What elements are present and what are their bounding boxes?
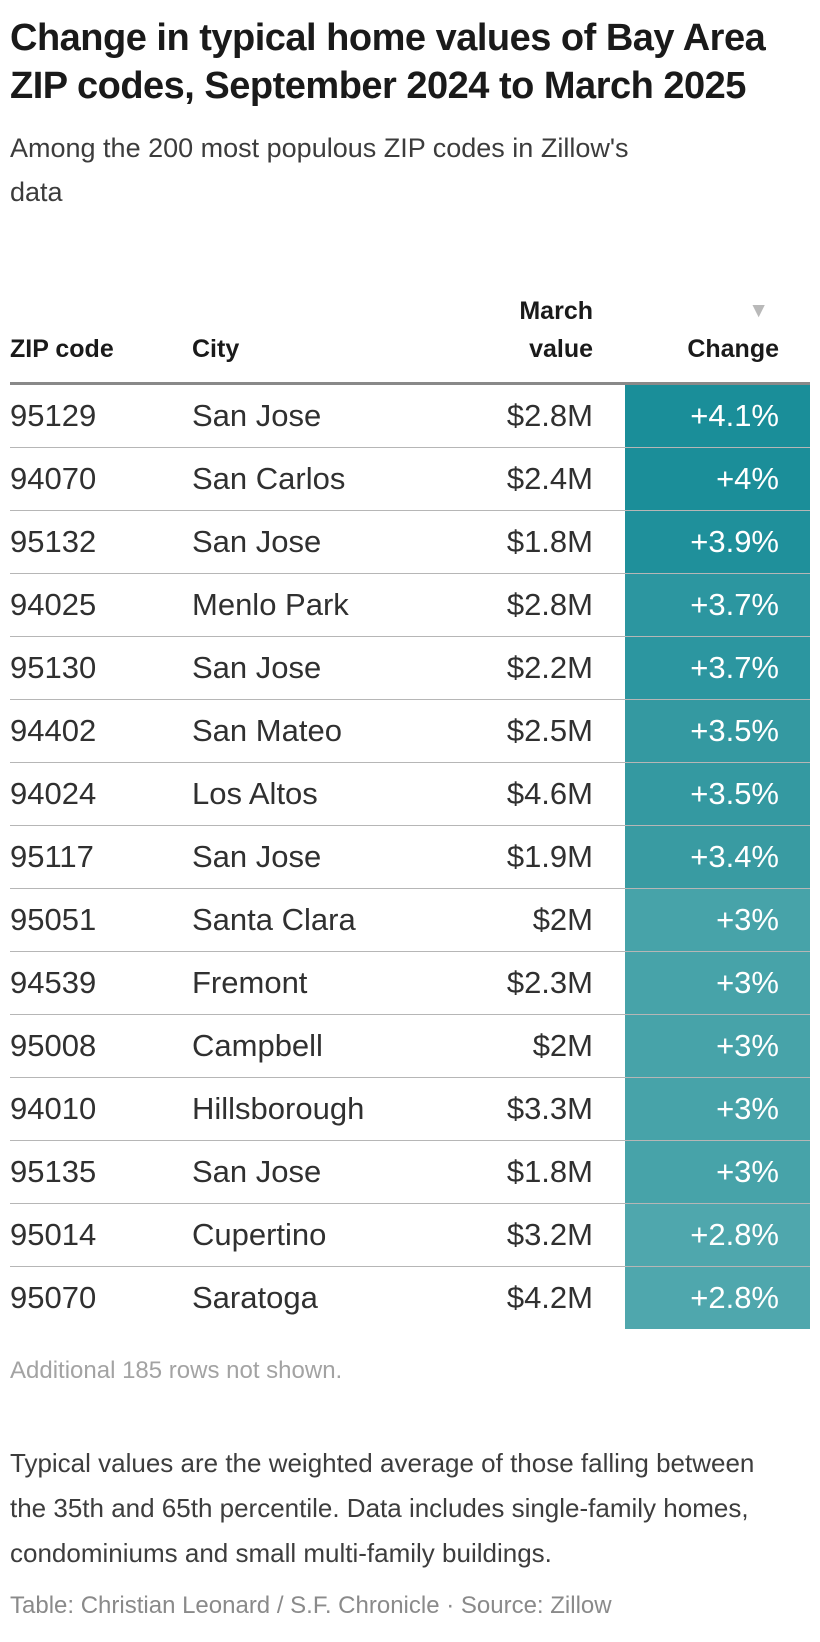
city-cell: Menlo Park bbox=[192, 587, 349, 622]
value-cell: $2M bbox=[532, 1028, 593, 1063]
column-header-city[interactable]: City bbox=[192, 292, 438, 385]
value-cell: $2.3M bbox=[506, 965, 593, 1000]
change-cell: +3.9% bbox=[625, 510, 810, 574]
value-cell: $3.3M bbox=[506, 1091, 593, 1126]
table-row: 94402 San Mateo $2.5M +3.5% bbox=[10, 699, 810, 763]
city-cell: San Mateo bbox=[192, 713, 342, 748]
column-header-label: Change bbox=[687, 335, 779, 363]
column-header-zip-code[interactable]: ZIP code bbox=[10, 292, 192, 385]
sort-descending-icon[interactable]: ▼ bbox=[748, 299, 769, 322]
table-row: 95051 Santa Clara $2M +3% bbox=[10, 888, 810, 952]
change-cell: +4.1% bbox=[625, 383, 810, 448]
zip-cell: 95129 bbox=[10, 398, 97, 433]
column-header-label: ZIP code bbox=[10, 335, 114, 363]
zip-cell: 94024 bbox=[10, 776, 97, 811]
table-row: 94024 Los Altos $4.6M +3.5% bbox=[10, 762, 810, 826]
zip-cell: 94025 bbox=[10, 587, 97, 622]
table-header-row: ZIP code City March value ▼ Change bbox=[10, 292, 810, 385]
value-cell: $2.4M bbox=[506, 461, 593, 496]
value-cell: $4.6M bbox=[506, 776, 593, 811]
zip-cell: 94010 bbox=[10, 1091, 97, 1126]
change-cell: +2.8% bbox=[625, 1266, 810, 1329]
change-cell: +3.4% bbox=[625, 825, 810, 889]
zip-cell: 95051 bbox=[10, 902, 97, 937]
city-cell: Cupertino bbox=[192, 1217, 327, 1252]
city-cell: San Jose bbox=[192, 398, 322, 433]
table-row: 94070 San Carlos $2.4M +4% bbox=[10, 447, 810, 511]
zip-cell: 95008 bbox=[10, 1028, 97, 1063]
zip-cell: 95014 bbox=[10, 1217, 97, 1252]
table-row: 95132 San Jose $1.8M +3.9% bbox=[10, 510, 810, 574]
value-cell: $2.5M bbox=[506, 713, 593, 748]
city-cell: Saratoga bbox=[192, 1280, 318, 1315]
zip-cell: 94070 bbox=[10, 461, 97, 496]
value-cell: $1.8M bbox=[506, 524, 593, 559]
city-cell: Fremont bbox=[192, 965, 308, 1000]
table-row: 95008 Campbell $2M +3% bbox=[10, 1014, 810, 1078]
table-row: 95070 Saratoga $4.2M +2.8% bbox=[10, 1266, 810, 1329]
table-row: 94025 Menlo Park $2.8M +3.7% bbox=[10, 573, 810, 637]
table-row: 95130 San Jose $2.2M +3.7% bbox=[10, 636, 810, 700]
table-body: 95129 San Jose $2.8M +4.1% 94070 San Carlos $2… bbox=[10, 383, 810, 1329]
city-cell: San Jose bbox=[192, 524, 322, 559]
value-cell: $3.2M bbox=[506, 1217, 593, 1252]
credits-line: Table: Christian Leonard / S.F. Chronicl… bbox=[10, 1592, 612, 1619]
zip-cell: 95130 bbox=[10, 650, 97, 685]
zip-cell: 95117 bbox=[10, 839, 94, 874]
page-title: Change in typical home values of Bay Are… bbox=[10, 17, 766, 107]
column-header-label: City bbox=[192, 335, 240, 363]
table-row: 94010 Hillsborough $3.3M +3% bbox=[10, 1077, 810, 1141]
city-cell: Los Altos bbox=[192, 776, 318, 811]
city-cell: Hillsborough bbox=[192, 1091, 365, 1126]
change-cell: +3.7% bbox=[625, 636, 810, 700]
column-header-change[interactable]: ▼ Change bbox=[625, 292, 810, 385]
zip-cell: 94539 bbox=[10, 965, 97, 1000]
change-cell: +3% bbox=[625, 1077, 810, 1141]
zip-cell: 95070 bbox=[10, 1280, 97, 1315]
table-row: 94539 Fremont $2.3M +3% bbox=[10, 951, 810, 1015]
change-cell: +3% bbox=[625, 888, 810, 952]
change-cell: +3.7% bbox=[625, 573, 810, 637]
value-cell: $2M bbox=[532, 902, 593, 937]
city-cell: San Jose bbox=[192, 1154, 322, 1189]
city-cell: Santa Clara bbox=[192, 902, 356, 937]
column-header-march-value[interactable]: March value bbox=[438, 292, 625, 385]
city-cell: San Carlos bbox=[192, 461, 346, 496]
value-cell: $2.8M bbox=[506, 587, 593, 622]
zip-cell: 95135 bbox=[10, 1154, 97, 1189]
zip-cell: 95132 bbox=[10, 524, 97, 559]
table-row: 95135 San Jose $1.8M +3% bbox=[10, 1140, 810, 1204]
change-cell: +3% bbox=[625, 1014, 810, 1078]
city-cell: San Jose bbox=[192, 839, 322, 874]
table-row: 95014 Cupertino $3.2M +2.8% bbox=[10, 1203, 810, 1267]
value-cell: $1.8M bbox=[506, 1154, 593, 1189]
table-row: 95117 San Jose $1.9M +3.4% bbox=[10, 825, 810, 889]
value-cell: $4.2M bbox=[506, 1280, 593, 1315]
page-subtitle: Among the 200 most populous ZIP codes in… bbox=[10, 133, 629, 207]
zip-cell: 94402 bbox=[10, 713, 97, 748]
change-cell: +3.5% bbox=[625, 762, 810, 826]
change-cell: +4% bbox=[625, 447, 810, 511]
footnote: Typical values are the weighted average … bbox=[10, 1448, 755, 1568]
value-cell: $1.9M bbox=[506, 839, 593, 874]
change-cell: +2.8% bbox=[625, 1203, 810, 1267]
value-cell: $2.2M bbox=[506, 650, 593, 685]
change-cell: +3.5% bbox=[625, 699, 810, 763]
table-row: 95129 San Jose $2.8M +4.1% bbox=[10, 383, 810, 448]
change-cell: +3% bbox=[625, 1140, 810, 1204]
change-cell: +3% bbox=[625, 951, 810, 1015]
city-cell: San Jose bbox=[192, 650, 322, 685]
additional-rows-note: Additional 185 rows not shown. bbox=[10, 1357, 343, 1384]
value-cell: $2.8M bbox=[506, 398, 593, 433]
home-values-table: ZIP code City March value ▼ Change 95129… bbox=[10, 292, 810, 1329]
city-cell: Campbell bbox=[192, 1028, 323, 1063]
